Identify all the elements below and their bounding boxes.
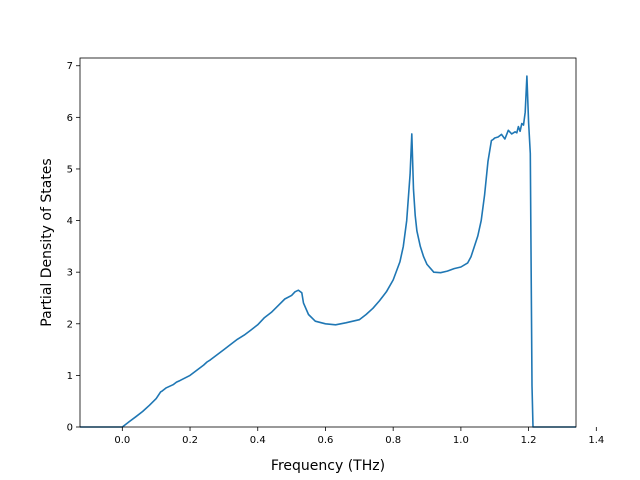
y-tick-label: 5 <box>67 164 73 175</box>
y-tick-label: 4 <box>67 216 73 227</box>
y-tick-label: 0 <box>67 423 73 434</box>
x-tick-label: 1.4 <box>588 435 604 446</box>
series-line-0 <box>80 75 576 428</box>
x-axis-label: Frequency (THz) <box>271 458 385 474</box>
x-tick-label: 1.0 <box>453 435 469 446</box>
y-tick-label: 6 <box>67 113 73 124</box>
x-tick-label: 0.8 <box>385 435 401 446</box>
y-axis-ticks: 0 1 2 3 4 5 6 7 <box>67 61 80 434</box>
x-tick-label: 0.0 <box>114 435 130 446</box>
x-tick-label: 1.2 <box>521 435 537 446</box>
y-tick-label: 1 <box>67 371 73 382</box>
x-tick-label: 0.6 <box>318 435 334 446</box>
y-tick-label: 7 <box>67 61 73 72</box>
x-tick-label: 0.4 <box>250 435 266 446</box>
y-tick-label: 2 <box>67 319 73 330</box>
x-tick-label: 0.2 <box>182 435 198 446</box>
y-tick-label: 3 <box>67 268 73 279</box>
x-axis-ticks: 0.0 0.2 0.4 0.6 0.8 1.0 1.2 1.4 <box>114 427 604 446</box>
axes-frame <box>79 57 577 428</box>
y-axis-label: Partial Density of States <box>39 158 55 326</box>
plot-area <box>80 75 576 428</box>
